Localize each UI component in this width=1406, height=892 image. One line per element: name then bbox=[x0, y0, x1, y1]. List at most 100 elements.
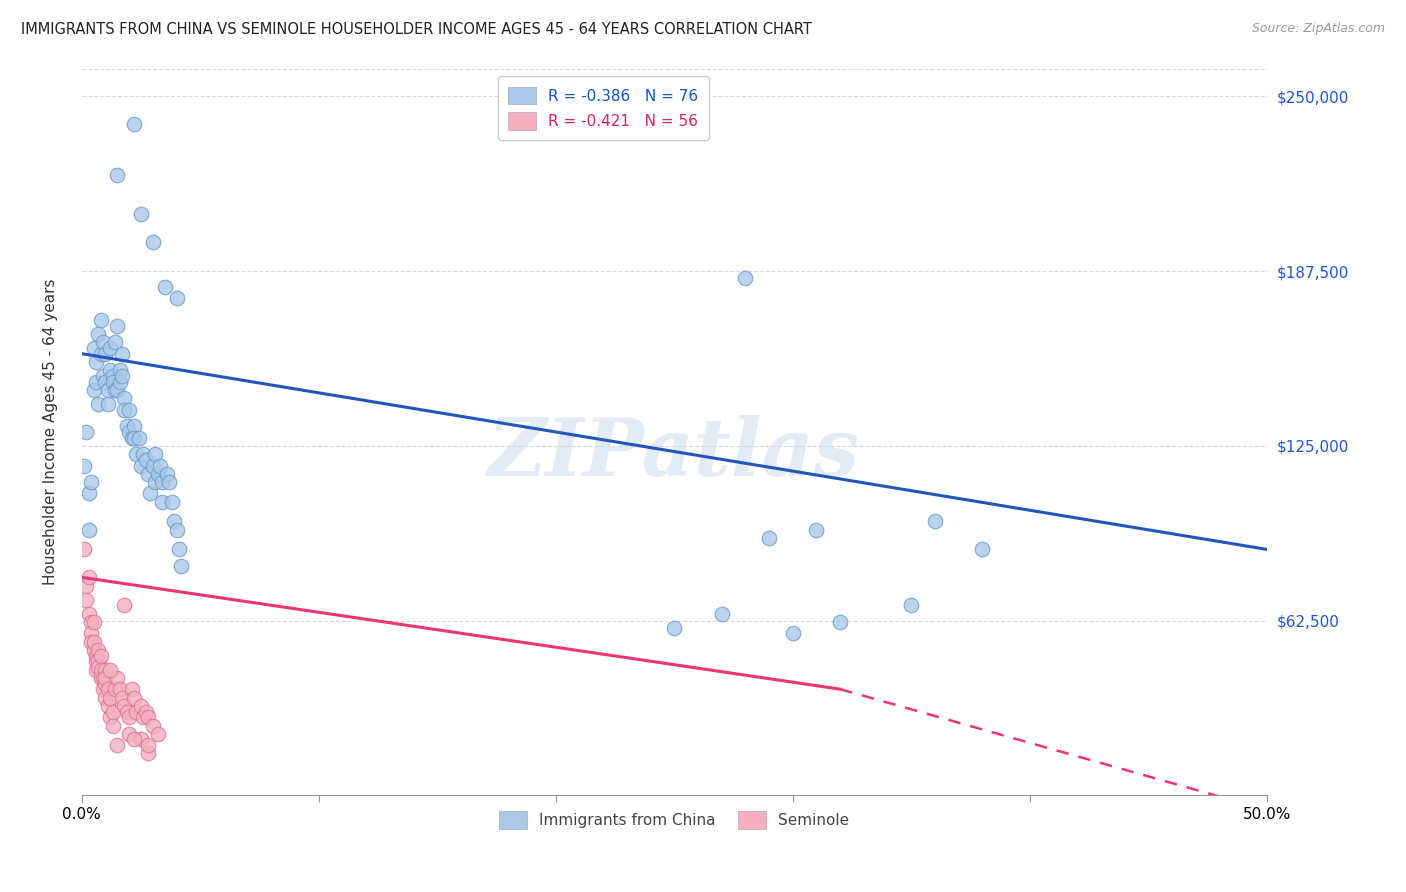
Point bbox=[900, 599, 922, 613]
Point bbox=[118, 425, 141, 439]
Point bbox=[104, 682, 127, 697]
Point bbox=[121, 431, 143, 445]
Point bbox=[101, 718, 124, 732]
Point bbox=[135, 705, 157, 719]
Point bbox=[108, 363, 131, 377]
Point bbox=[76, 579, 98, 593]
Point bbox=[924, 515, 946, 529]
Point bbox=[98, 363, 121, 377]
Point bbox=[734, 271, 756, 285]
Point bbox=[87, 643, 110, 657]
Point bbox=[118, 402, 141, 417]
Point bbox=[105, 738, 128, 752]
Point bbox=[170, 559, 193, 574]
Point bbox=[77, 607, 100, 621]
Point bbox=[94, 676, 117, 690]
Point bbox=[122, 690, 145, 705]
Point bbox=[84, 663, 107, 677]
Point bbox=[143, 475, 166, 490]
Point bbox=[142, 235, 165, 249]
Text: IMMIGRANTS FROM CHINA VS SEMINOLE HOUSEHOLDER INCOME AGES 45 - 64 YEARS CORRELAT: IMMIGRANTS FROM CHINA VS SEMINOLE HOUSEH… bbox=[21, 22, 813, 37]
Point bbox=[122, 117, 145, 131]
Point bbox=[80, 626, 103, 640]
Point bbox=[91, 682, 114, 697]
Point bbox=[136, 738, 159, 752]
Point bbox=[129, 207, 152, 221]
Point bbox=[160, 495, 183, 509]
Point bbox=[153, 279, 176, 293]
Point bbox=[83, 634, 105, 648]
Point bbox=[104, 335, 127, 350]
Point bbox=[94, 671, 117, 685]
Point bbox=[76, 425, 98, 439]
Point bbox=[101, 375, 124, 389]
Point bbox=[94, 375, 117, 389]
Point bbox=[156, 467, 179, 481]
Point bbox=[150, 475, 173, 490]
Point bbox=[167, 542, 190, 557]
Point bbox=[91, 671, 114, 685]
Point bbox=[105, 168, 128, 182]
Point bbox=[97, 682, 120, 697]
Point bbox=[664, 621, 686, 635]
Point bbox=[77, 523, 100, 537]
Point bbox=[87, 397, 110, 411]
Point bbox=[97, 383, 120, 397]
Point bbox=[111, 347, 134, 361]
Point bbox=[76, 592, 98, 607]
Point bbox=[129, 732, 152, 747]
Point bbox=[166, 523, 188, 537]
Point bbox=[806, 523, 828, 537]
Point bbox=[105, 318, 128, 333]
Point bbox=[972, 542, 994, 557]
Point bbox=[111, 690, 134, 705]
Point bbox=[136, 747, 159, 761]
Point bbox=[132, 447, 155, 461]
Point bbox=[87, 327, 110, 342]
Point bbox=[122, 431, 145, 445]
Point bbox=[108, 682, 131, 697]
Point bbox=[105, 383, 128, 397]
Point bbox=[83, 383, 105, 397]
Point bbox=[782, 626, 804, 640]
Point bbox=[112, 698, 135, 713]
Point bbox=[758, 531, 780, 545]
Y-axis label: Householder Income Ages 45 - 64 years: Householder Income Ages 45 - 64 years bbox=[44, 278, 58, 585]
Point bbox=[157, 475, 180, 490]
Point bbox=[122, 419, 145, 434]
Point bbox=[710, 607, 733, 621]
Point bbox=[146, 727, 169, 741]
Point bbox=[150, 495, 173, 509]
Point bbox=[112, 392, 135, 406]
Point bbox=[118, 710, 141, 724]
Point bbox=[139, 486, 162, 500]
Point bbox=[98, 690, 121, 705]
Point bbox=[115, 419, 138, 434]
Point bbox=[135, 453, 157, 467]
Point bbox=[80, 634, 103, 648]
Point bbox=[122, 732, 145, 747]
Point bbox=[98, 710, 121, 724]
Point bbox=[129, 698, 152, 713]
Point bbox=[84, 654, 107, 668]
Point bbox=[142, 718, 165, 732]
Point bbox=[112, 599, 135, 613]
Point bbox=[830, 615, 852, 629]
Point bbox=[143, 447, 166, 461]
Point bbox=[111, 369, 134, 384]
Point bbox=[129, 458, 152, 473]
Point bbox=[94, 690, 117, 705]
Point bbox=[125, 705, 148, 719]
Text: Source: ZipAtlas.com: Source: ZipAtlas.com bbox=[1251, 22, 1385, 36]
Point bbox=[101, 369, 124, 384]
Point bbox=[77, 570, 100, 584]
Point bbox=[128, 431, 150, 445]
Point bbox=[84, 648, 107, 663]
Point bbox=[97, 698, 120, 713]
Legend: Immigrants from China, Seminole: Immigrants from China, Seminole bbox=[494, 805, 855, 835]
Point bbox=[90, 671, 112, 685]
Point bbox=[166, 291, 188, 305]
Point bbox=[73, 458, 96, 473]
Point bbox=[80, 475, 103, 490]
Point bbox=[91, 369, 114, 384]
